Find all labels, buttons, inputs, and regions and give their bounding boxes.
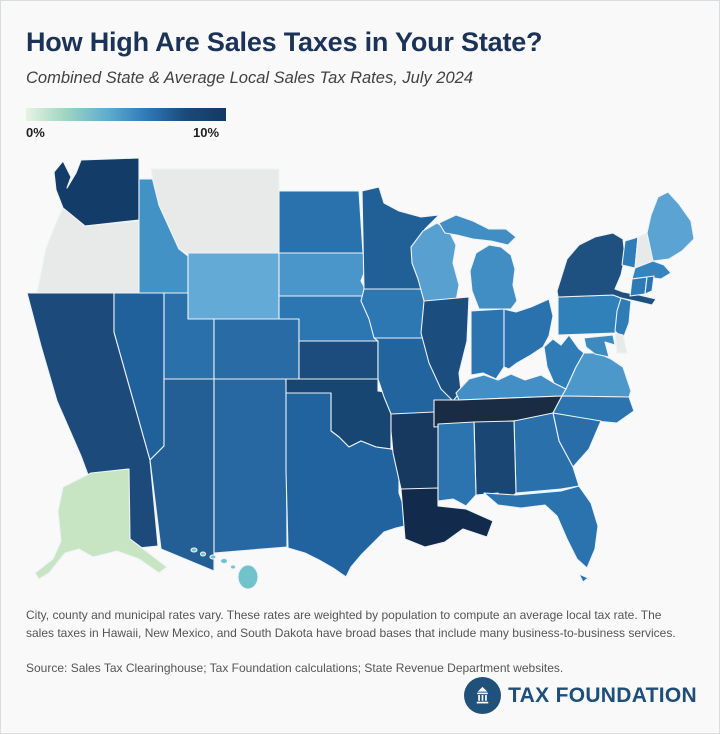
legend-min-label: 0% [26, 125, 45, 140]
state-maine [646, 191, 695, 262]
state-connecticut [629, 276, 648, 297]
state-south-dakota [278, 252, 370, 297]
legend-max-label: 10% [193, 125, 220, 140]
legend-gradient-bar [26, 108, 226, 121]
footnote-text: City, county and municipal rates vary. T… [26, 608, 676, 640]
state-alabama [473, 420, 517, 505]
state-north-dakota [278, 190, 364, 254]
state-florida-keys [578, 573, 589, 583]
us-choropleth-map [26, 157, 695, 590]
capitol-icon [464, 677, 502, 714]
state-colorado [213, 318, 300, 380]
logo-wordmark: TAX FOUNDATION [508, 683, 697, 707]
state-texas [285, 392, 410, 578]
state-georgia [513, 412, 580, 494]
state-wisconsin [410, 222, 460, 302]
state-new-york [556, 232, 657, 306]
state-michigan [469, 244, 518, 310]
tax-foundation-logo: TAX FOUNDATION [464, 677, 697, 714]
state-mississippi [437, 421, 477, 507]
state-rhode-island [644, 275, 655, 295]
page-subtitle: Combined State & Average Local Sales Tax… [26, 69, 473, 87]
state-iowa [360, 288, 432, 339]
source-text: Source: Sales Tax Clearinghouse; Tax Fou… [26, 661, 564, 675]
state-maryland [583, 334, 616, 358]
state-washington [53, 157, 140, 227]
state-montana [150, 168, 280, 255]
state-florida [483, 485, 599, 569]
state-pennsylvania [557, 294, 622, 336]
state-kansas [298, 340, 379, 380]
state-new-mexico [213, 378, 288, 554]
state-ohio [503, 298, 554, 370]
page-title: How High Are Sales Taxes in Your State? [26, 27, 543, 57]
state-delaware [614, 332, 628, 354]
state-michigan-up [438, 214, 517, 246]
state-indiana [470, 308, 505, 380]
state-alaska [34, 468, 168, 580]
state-hawaii [190, 547, 259, 590]
state-wyoming [187, 252, 280, 320]
